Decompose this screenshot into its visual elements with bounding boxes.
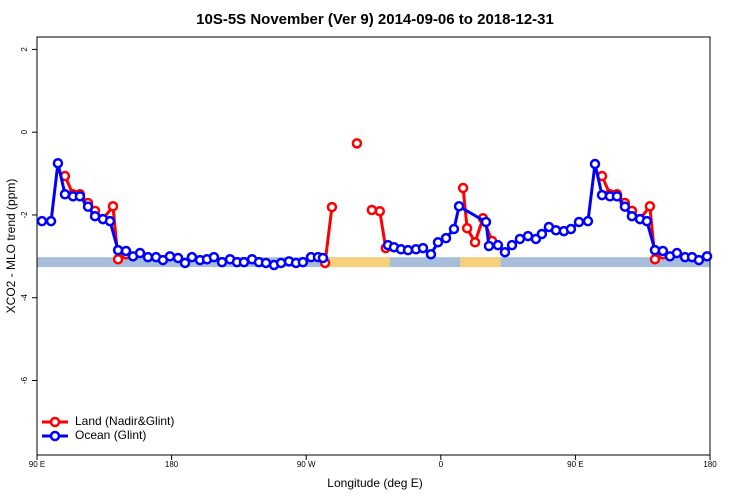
data-point — [644, 201, 656, 212]
x-tick-label: 90 E — [29, 460, 45, 469]
data-point — [45, 215, 57, 227]
data-point — [326, 201, 338, 213]
data-point — [134, 247, 146, 259]
x-tick-label: 0 — [439, 460, 444, 469]
data-point — [499, 246, 511, 258]
data-point — [619, 201, 631, 212]
data-point — [317, 252, 329, 264]
chart-title: 10S-5S November (Ver 9) 2014-09-06 to 20… — [196, 11, 554, 28]
data-point — [36, 215, 48, 227]
data-point — [186, 251, 198, 263]
legend-label: Land (Nadir&Glint) — [75, 414, 174, 428]
plot-frame — [36, 36, 711, 456]
data-point — [536, 228, 548, 240]
y-tick-label: -6 — [20, 376, 29, 384]
data-point — [480, 216, 492, 228]
data-point — [657, 245, 669, 257]
data-point — [74, 191, 86, 202]
data-point — [453, 201, 465, 212]
y-tick-label: 0 — [20, 129, 29, 134]
data-point — [626, 210, 638, 222]
data-point — [142, 251, 154, 263]
data-point — [671, 247, 683, 259]
data-point — [469, 237, 481, 248]
data-point — [693, 254, 705, 266]
data-point — [107, 201, 119, 212]
data-point — [514, 233, 526, 245]
data-point — [260, 257, 272, 269]
data-point — [52, 157, 64, 169]
data-point — [565, 223, 577, 235]
legend-label: Ocean (Glint) — [75, 428, 146, 442]
data-point — [417, 242, 429, 254]
legend-marker — [49, 416, 61, 428]
x-axis-label: Longitude (deg E) — [327, 476, 422, 490]
y-tick-label: -2 — [20, 211, 29, 219]
data-point — [649, 253, 661, 265]
data-point — [641, 215, 653, 227]
data-point — [573, 216, 585, 228]
data-point — [432, 237, 444, 248]
data-point — [506, 239, 518, 251]
data-point — [238, 256, 250, 268]
data-point — [112, 253, 124, 265]
legend-marker — [49, 430, 61, 442]
data-point — [82, 201, 94, 212]
data-point — [275, 257, 287, 269]
data-point — [297, 256, 309, 268]
data-point — [461, 222, 473, 234]
series-line — [63, 175, 664, 264]
data-point — [179, 257, 191, 269]
data-point — [701, 251, 713, 262]
data-point — [596, 189, 608, 201]
data-point — [164, 251, 176, 262]
x-tick-label: 180 — [703, 460, 717, 469]
data-point — [59, 189, 71, 200]
x-tick-label: 180 — [165, 460, 179, 469]
data-point — [589, 158, 601, 170]
data-point — [582, 215, 594, 227]
data-point — [208, 251, 220, 263]
data-point — [366, 204, 378, 216]
y-axis-label: XCO2 - MLO trend (ppm) — [4, 179, 18, 314]
data-point — [483, 240, 495, 252]
x-tick-label: 90 W — [297, 460, 316, 469]
data-point — [172, 252, 184, 264]
data-point — [351, 138, 363, 149]
y-tick-label: -4 — [20, 294, 29, 302]
data-point — [611, 191, 623, 202]
data-point — [104, 215, 116, 227]
y-tick-label: 2 — [20, 47, 29, 52]
x-tick-label: 90 E — [567, 460, 583, 469]
land-band — [330, 257, 390, 268]
land-band — [460, 257, 501, 268]
data-point — [492, 239, 504, 251]
data-point — [425, 249, 437, 260]
data-point — [216, 256, 228, 268]
data-point — [440, 232, 452, 244]
data-point — [374, 205, 386, 217]
data-point — [448, 223, 460, 235]
data-point — [457, 182, 469, 194]
data-point — [120, 245, 132, 257]
